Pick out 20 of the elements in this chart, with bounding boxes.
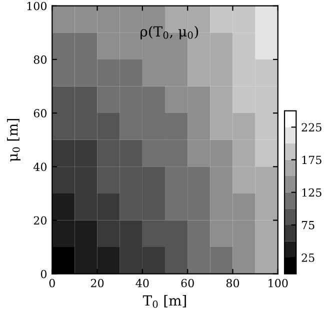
color-bar-label: 125 xyxy=(302,188,322,197)
y-axis-title: μ$_{0}$ [m] xyxy=(7,119,20,162)
y-tick-label: 20 xyxy=(34,216,47,225)
color-bar-label: 225 xyxy=(302,123,322,132)
y-tick-label: 100 xyxy=(27,2,47,10)
x-tick-label: 0 xyxy=(49,278,55,288)
color-bar-label: 75 xyxy=(302,221,314,230)
y-tick-label: 80 xyxy=(34,55,47,64)
annotation: ρ(T$_{0}$, μ$_{0}$) xyxy=(140,26,198,40)
y-tick-label: 40 xyxy=(33,162,47,172)
color-bar-label: 175 xyxy=(302,156,322,164)
y-tick-label: 60 xyxy=(34,109,47,118)
x-tick-label: 100 xyxy=(268,278,288,288)
x-tick-label: 60 xyxy=(181,278,194,288)
x-tick-label: 40 xyxy=(136,278,149,288)
x-tick-label: 80 xyxy=(226,278,240,288)
x-tick-label: 20 xyxy=(90,278,104,288)
y-tick-label: 0 xyxy=(40,270,47,278)
color-bar-label: 25 xyxy=(302,254,314,262)
x-axis-title: T$_{0}$ [m] xyxy=(142,295,186,308)
